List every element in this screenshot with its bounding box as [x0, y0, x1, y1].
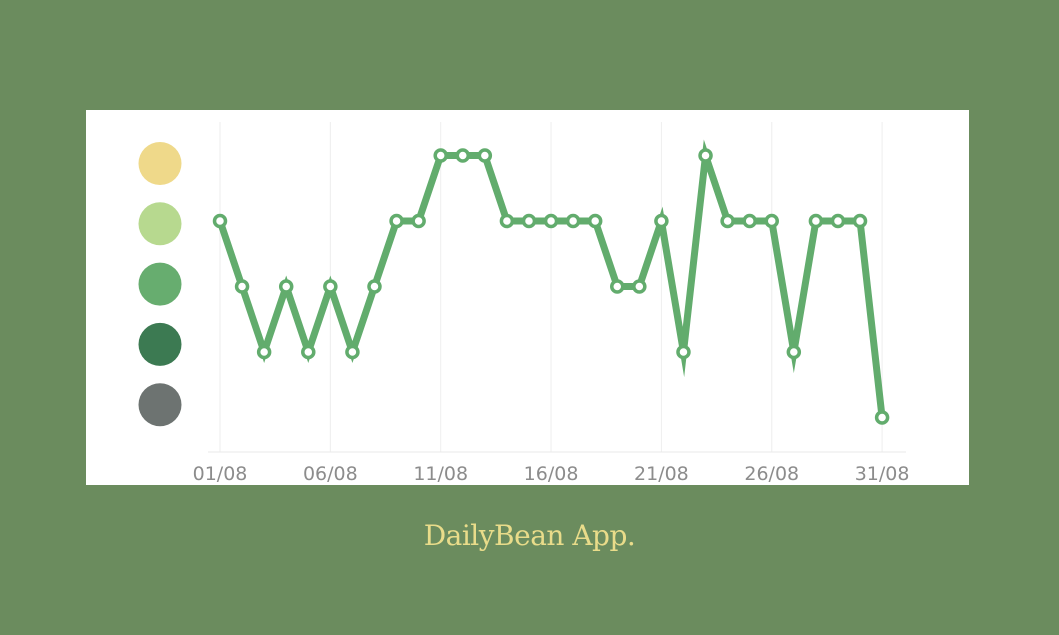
data-point — [323, 279, 338, 294]
data-point — [610, 279, 625, 294]
data-point — [742, 213, 757, 229]
data-point — [499, 213, 515, 229]
mood-level-dot — [138, 262, 182, 306]
x-tick-label: 26/08 — [744, 463, 799, 485]
data-point — [543, 213, 559, 229]
app-caption: DailyBean App. — [423, 519, 636, 552]
data-point — [720, 213, 735, 229]
mood-level-dot — [138, 322, 182, 366]
data-point — [874, 410, 890, 425]
data-point — [256, 344, 272, 360]
data-point — [301, 344, 316, 360]
data-point — [367, 279, 382, 294]
data-point — [278, 279, 294, 294]
data-point — [212, 213, 228, 229]
data-point — [808, 213, 824, 229]
data-point — [234, 279, 250, 294]
data-point — [654, 213, 669, 229]
x-tick-label: 11/08 — [413, 463, 468, 485]
data-point — [455, 148, 471, 163]
data-point — [565, 213, 581, 229]
data-point — [389, 213, 404, 229]
mood-level-dot — [138, 142, 182, 185]
data-point — [411, 213, 426, 229]
mood-level-dot — [138, 202, 182, 246]
data-point — [477, 148, 493, 163]
data-point — [433, 148, 448, 163]
data-point — [676, 344, 691, 360]
data-point — [587, 213, 603, 229]
mood-line-chart: 01/08 06/08 11/08 16/08 21/08 26/08 31/08 — [138, 122, 910, 485]
x-tick-label: 06/08 — [303, 463, 358, 485]
x-tick-label: 21/08 — [634, 463, 689, 485]
data-point — [632, 279, 647, 294]
data-point — [852, 213, 868, 229]
data-point — [698, 148, 713, 163]
x-tick-label: 31/08 — [855, 463, 910, 485]
data-point — [786, 344, 802, 360]
mood-level-dot — [138, 383, 182, 427]
chart-card: 01/08 06/08 11/08 16/08 21/08 26/08 31/08 — [86, 110, 969, 485]
data-point — [764, 213, 779, 229]
data-point — [521, 213, 537, 229]
x-tick-label: 16/08 — [524, 463, 579, 485]
data-point — [830, 213, 846, 229]
data-point — [345, 344, 360, 360]
x-tick-label: 01/08 — [193, 463, 248, 485]
